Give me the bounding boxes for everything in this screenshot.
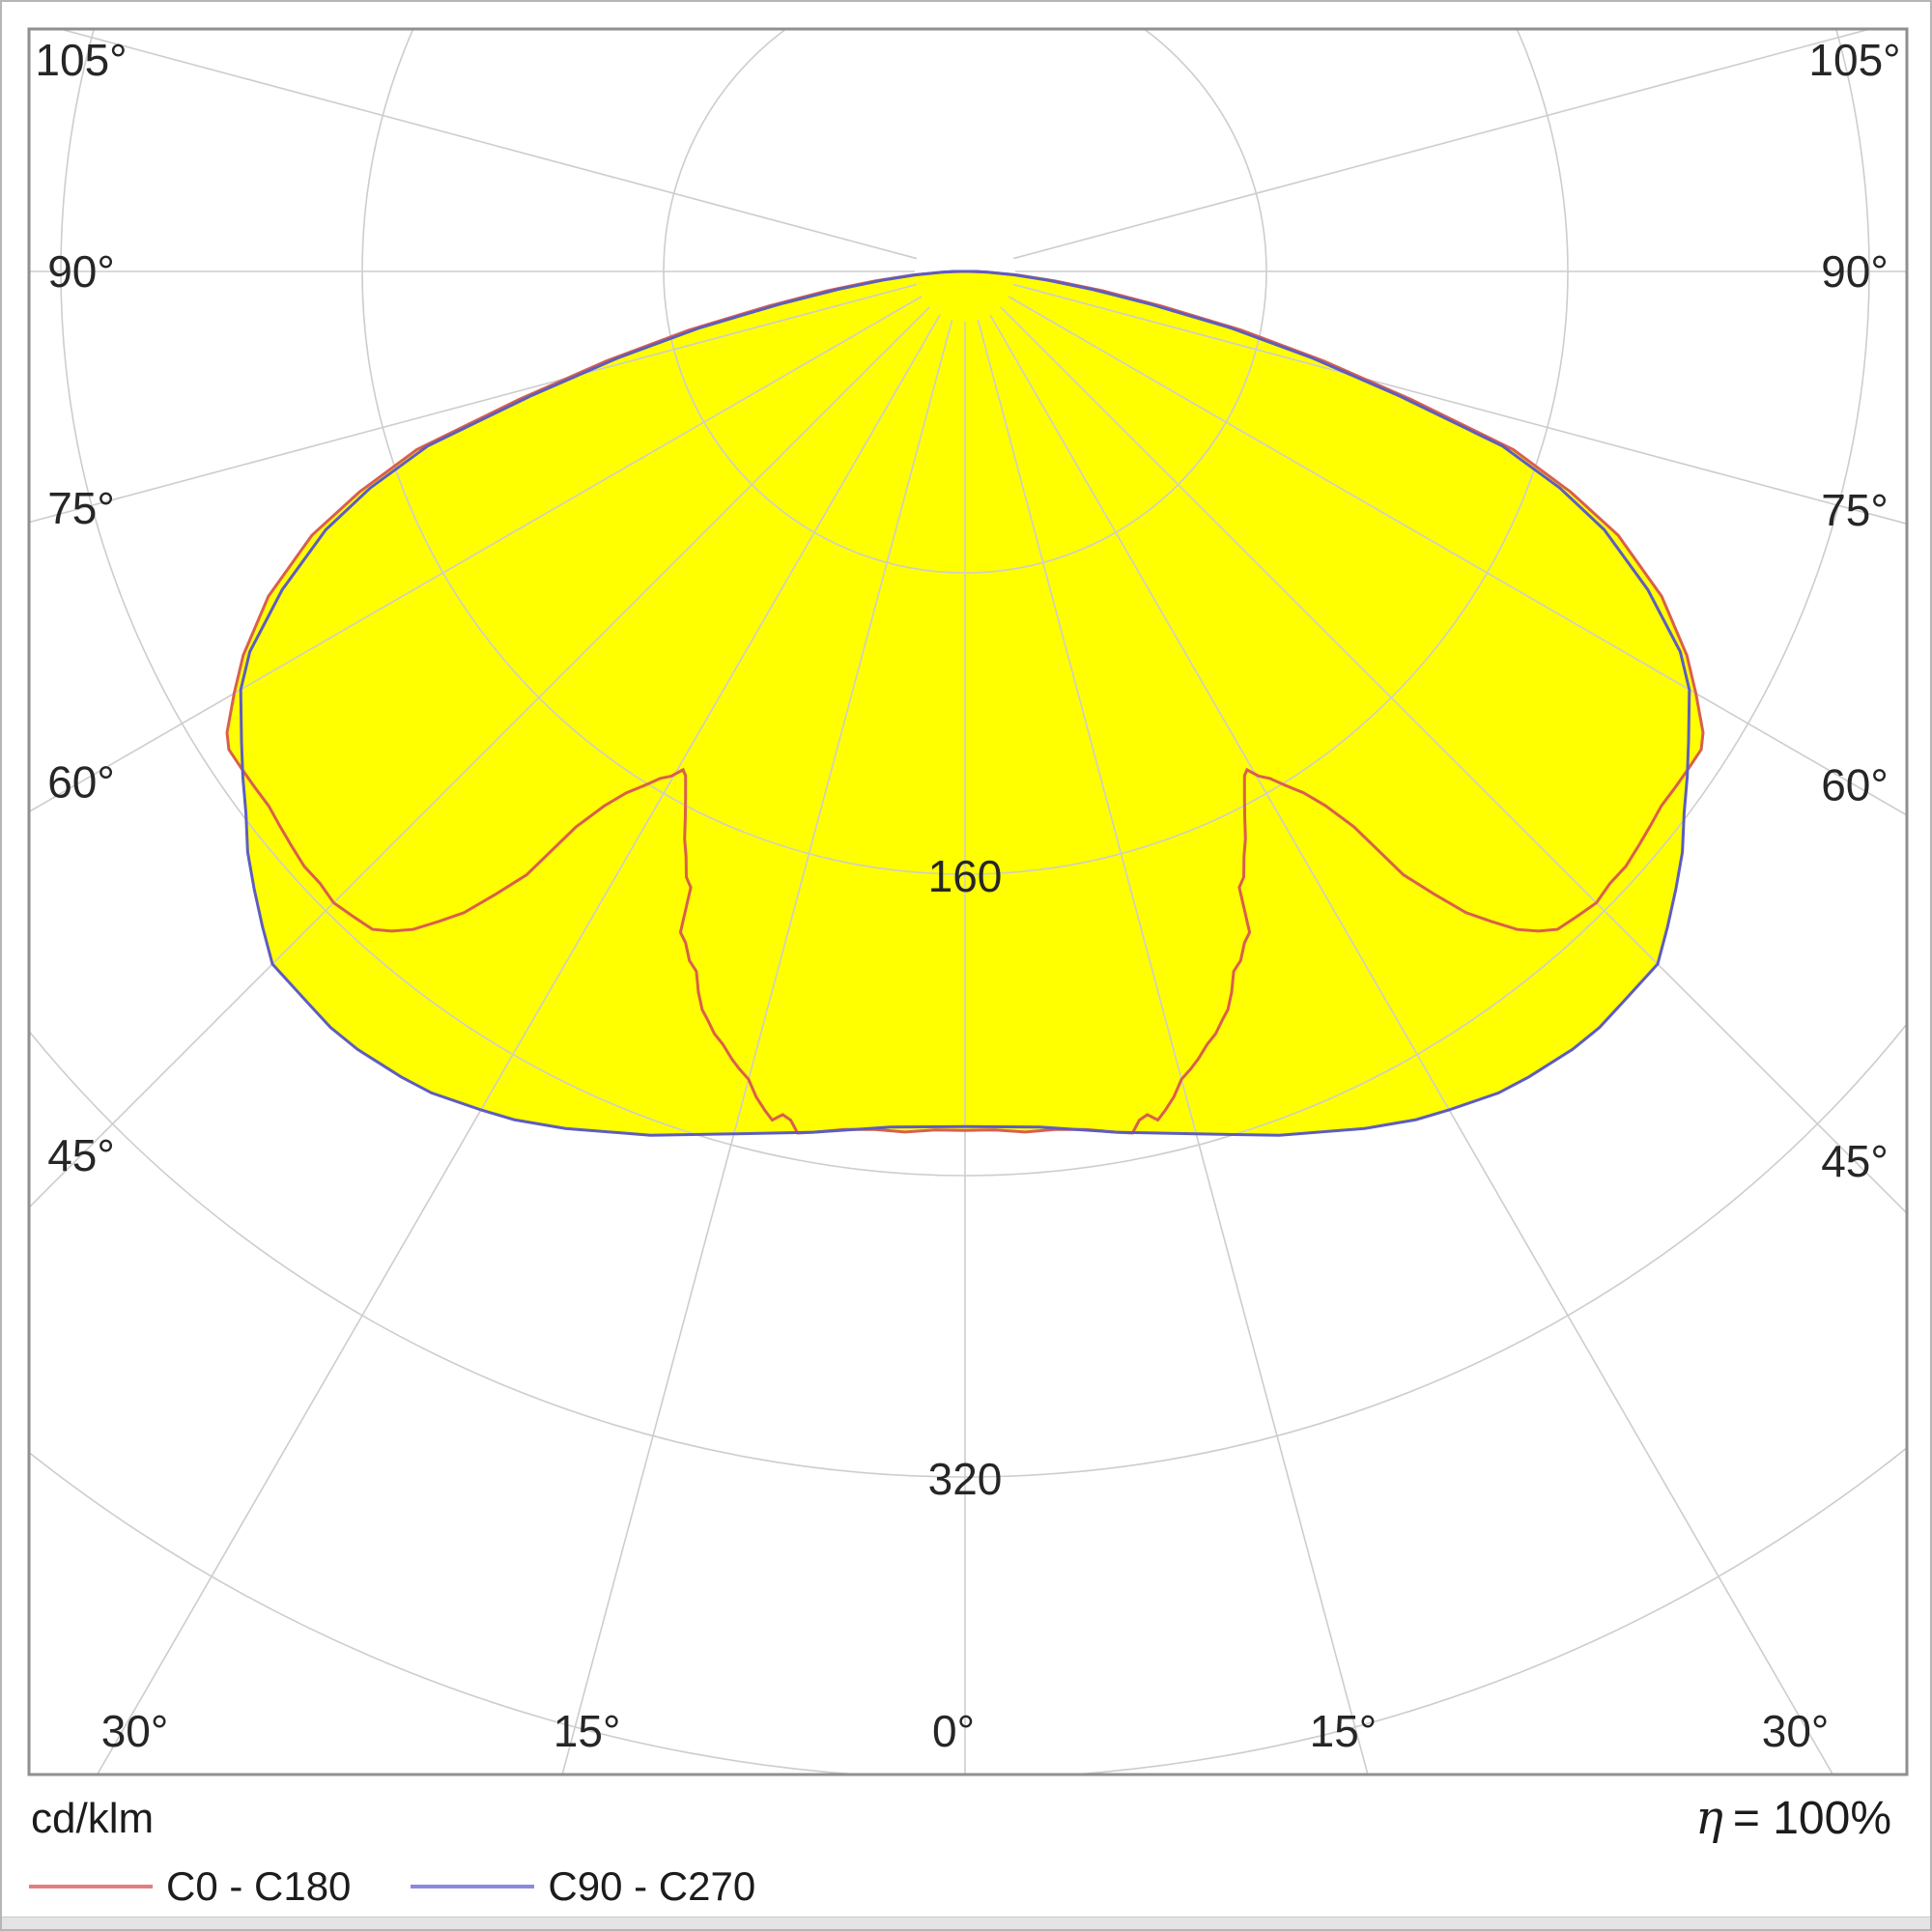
radial-line--75 bbox=[29, 283, 917, 524]
angle-label-60-left: 60° bbox=[47, 756, 115, 807]
legend-label-c90-c270: C90 - C270 bbox=[548, 1863, 756, 1909]
radial-tick-label-160: 160 bbox=[928, 851, 1003, 901]
radial-tick-label-320: 320 bbox=[928, 1454, 1003, 1504]
angle-label-bottom-0: 0° bbox=[932, 1706, 975, 1756]
angle-label-90-right: 90° bbox=[1821, 246, 1889, 297]
radial-line--45 bbox=[29, 306, 930, 1209]
angle-label-bottom-15-left: 15° bbox=[554, 1706, 621, 1756]
legend-item-c90-c270: C90 - C270 bbox=[411, 1863, 755, 1910]
curve-c0-c180 bbox=[225, 270, 1705, 1135]
angle-label-75-left: 75° bbox=[47, 483, 115, 533]
radial-line-105 bbox=[1013, 29, 1873, 260]
angle-label-60-right: 60° bbox=[1821, 760, 1889, 810]
legend-item-c0-c180: C0 - C180 bbox=[29, 1863, 351, 1910]
radial-line--105 bbox=[57, 29, 917, 260]
plot-frame bbox=[27, 27, 1909, 1776]
window-bottom-strip bbox=[2, 1917, 1930, 1929]
angle-label-45-right: 45° bbox=[1821, 1136, 1889, 1186]
angle-label-bottom-30-left: 30° bbox=[101, 1706, 169, 1756]
angle-label-90-left: 90° bbox=[47, 246, 115, 297]
eta-symbol: η bbox=[1695, 1791, 1723, 1845]
radial-line--30 bbox=[96, 314, 941, 1775]
legend-swatch-c90-c270 bbox=[411, 1885, 535, 1888]
angle-label-105-left: 105° bbox=[35, 35, 127, 85]
radial-line--60 bbox=[29, 296, 923, 813]
curve-c90-c270 bbox=[239, 270, 1691, 1137]
legend-swatch-c0-c180 bbox=[29, 1885, 153, 1888]
radial-line-60 bbox=[1008, 296, 1907, 816]
unit-label: cd/klm bbox=[31, 1795, 155, 1842]
angle-label-45-left: 45° bbox=[47, 1130, 115, 1180]
efficiency-value: = 100% bbox=[1732, 1793, 1891, 1844]
angle-label-75-right: 75° bbox=[1821, 485, 1889, 535]
radial-line-75 bbox=[1013, 283, 1907, 525]
angle-label-105-right: 105° bbox=[1808, 35, 1900, 85]
legend: C0 - C180 C90 - C270 bbox=[29, 1863, 755, 1910]
angle-label-bottom-30-right: 30° bbox=[1762, 1706, 1830, 1756]
radial-line-15 bbox=[977, 320, 1369, 1775]
radial-line--15 bbox=[561, 320, 953, 1775]
efficiency-label: η = 100% bbox=[1695, 1791, 1891, 1845]
angle-label-bottom-15-right: 15° bbox=[1310, 1706, 1378, 1756]
radial-line-45 bbox=[1000, 306, 1907, 1215]
legend-label-c0-c180: C0 - C180 bbox=[166, 1863, 352, 1909]
radial-line-30 bbox=[989, 314, 1834, 1775]
